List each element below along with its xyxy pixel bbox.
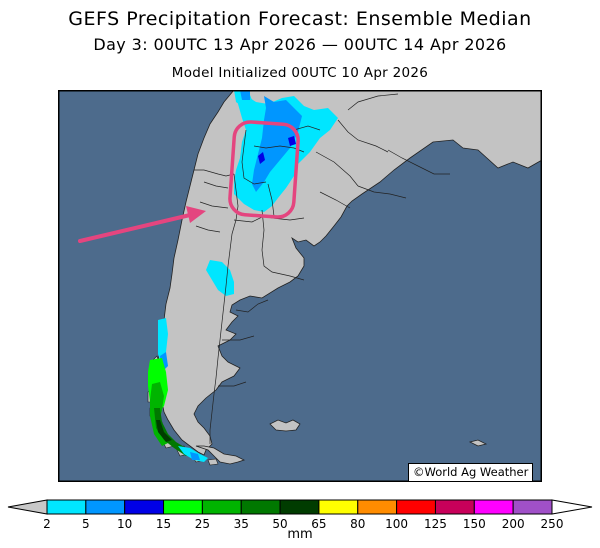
- highlight-arrow-head: [186, 206, 206, 223]
- colorbar-bin: [124, 499, 165, 515]
- forecast-period: Day 3: 00UTC 13 Apr 2026 — 00UTC 14 Apr …: [93, 35, 507, 54]
- colorbar-bin: [46, 499, 87, 515]
- colorbar-tick-label: 125: [424, 517, 447, 531]
- colorbar-under-triangle: [7, 499, 48, 515]
- colorbar-tick-label: 10: [117, 517, 132, 531]
- precip-10-15mm-b: [288, 136, 296, 146]
- colorbar-tick-label: 50: [272, 517, 287, 531]
- precipitation-shading: [148, 90, 338, 462]
- copyright-credit: ©World Ag Weather: [408, 463, 534, 482]
- colorbar-tick-label: 80: [350, 517, 365, 531]
- highlight-arrow-shaft: [78, 213, 192, 243]
- colorbar-bin: [396, 499, 436, 515]
- precip-5-10mm-north: [240, 90, 250, 100]
- colorbar-tick-label: 35: [234, 517, 249, 531]
- colorbar-bin: [279, 499, 320, 515]
- colorbar-tick-label: 5: [82, 517, 90, 531]
- precip-5-10mm: [252, 96, 302, 192]
- colorbar-bin: [163, 499, 203, 515]
- highlight-circle: [228, 120, 300, 219]
- colorbar-over-triangle: [551, 499, 593, 515]
- colorbar-tick-label: 250: [541, 517, 564, 531]
- colorbar-tick-label: 15: [156, 517, 171, 531]
- precip-2-5mm-central: [206, 260, 234, 296]
- colorbar-tick-label: 100: [385, 517, 408, 531]
- model-init-time: Model Initialized 00UTC 10 Apr 2026: [171, 65, 429, 81]
- colorbar-tick-label: 2: [43, 517, 51, 531]
- precip-2-5mm-chile-coast: [158, 318, 168, 366]
- precipitation-map: [58, 90, 542, 482]
- colorbar-bin: [85, 499, 126, 515]
- precip-5-10mm-tierra: [190, 452, 200, 460]
- colorbar-bin: [201, 499, 242, 515]
- colorbar-tick-label: 65: [311, 517, 326, 531]
- offshore-island: [468, 439, 488, 447]
- colorbar: 2 5 10 15 25 35 50 65 80 100 125 150 200 250: [7, 499, 593, 531]
- precip-50-65mm-patagonia: [156, 420, 172, 442]
- falkland-islands: [269, 419, 301, 432]
- colorbar-bin: [357, 499, 398, 515]
- colorbar-bin: [240, 499, 281, 515]
- colorbar-bin: [318, 499, 359, 515]
- colorbar-bin: [434, 499, 475, 515]
- tierra-del-fuego: [195, 445, 246, 465]
- colorbar-bin: [473, 499, 514, 515]
- map-title: GEFS Precipitation Forecast: Ensemble Me…: [68, 8, 532, 30]
- colorbar-bin: [512, 499, 553, 515]
- precip-10-15mm: [258, 152, 265, 164]
- colorbar-tick-label: 200: [502, 517, 525, 531]
- colorbar-tick-label: 150: [463, 517, 486, 531]
- colorbar-tick-label: 25: [195, 517, 210, 531]
- colorbar-unit: mm: [287, 527, 313, 542]
